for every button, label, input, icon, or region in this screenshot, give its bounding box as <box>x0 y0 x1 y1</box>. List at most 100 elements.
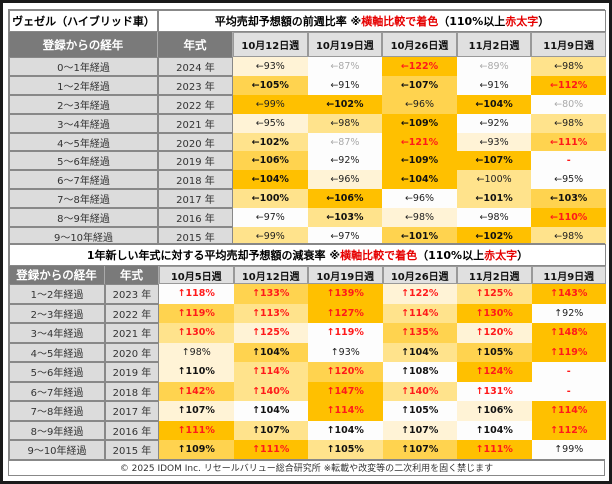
column-header-week: 10月26日週 <box>382 32 457 57</box>
decay-rate-table: 1年新しい年式に対する平均売却予想額の減衰率 ※ 横軸比較で着色 （110%以上 赤… <box>8 243 606 461</box>
row-label-year: 2023 年 <box>105 284 159 304</box>
ratio-cell: ←103% <box>531 189 606 209</box>
ratio-cell: ←98% <box>531 113 606 133</box>
row-label-year: 2022 年 <box>158 94 233 114</box>
ratio-cell: ↑127% <box>308 303 383 323</box>
ratio-cell: ↑105% <box>382 401 457 421</box>
row-label-year: 2020 年 <box>158 132 233 152</box>
title-text: 平均売却予想額の前週比率 ※ <box>214 15 362 28</box>
ratio-cell: ←104% <box>233 170 308 190</box>
ratio-cell: ↑133% <box>233 284 308 304</box>
row-label-year: 2018 年 <box>158 170 233 190</box>
ratio-cell: ←95% <box>233 113 308 133</box>
ratio-cell: ←98% <box>382 208 457 228</box>
row-label-year: 2022 年 <box>105 303 159 323</box>
ratio-cell: ↑143% <box>531 284 606 304</box>
title-highlight: 横軸比較で着色 <box>361 15 439 28</box>
ratio-cell: ↑92% <box>531 303 606 323</box>
ratio-cell: ←122% <box>382 57 457 76</box>
ratio-cell: ↑147% <box>308 381 383 401</box>
ratio-cell: - <box>531 381 606 401</box>
ratio-cell: ←95% <box>531 170 606 190</box>
column-header-week: 10月12日週 <box>233 266 308 284</box>
row-label-age: 2～3年経過 <box>9 94 158 114</box>
ratio-cell: ←104% <box>382 170 457 190</box>
ratio-cell: ↑104% <box>457 420 532 440</box>
title-highlight: 横軸比較で着色 <box>340 249 418 262</box>
ratio-cell: ←101% <box>382 227 457 246</box>
ratio-cell: ↑108% <box>382 362 457 382</box>
ratio-cell: ←96% <box>307 170 383 190</box>
row-label-year: 2021 年 <box>158 113 233 133</box>
ratio-cell: ↑114% <box>233 362 308 382</box>
column-header-week: 10月5日週 <box>159 266 234 284</box>
ratio-cell: ←80% <box>531 94 606 114</box>
row-label-age: 0～1年経過 <box>9 57 158 76</box>
ratio-cell: ↑107% <box>382 420 457 440</box>
ratio-cell: ←121% <box>382 132 457 152</box>
ratio-cell: ↑119% <box>531 342 606 362</box>
ratio-cell: ↑110% <box>159 362 234 382</box>
column-header-week: 10月19日週 <box>307 32 383 57</box>
row-label-year: 2020 年 <box>105 342 159 362</box>
ratio-cell: ↑104% <box>233 401 308 421</box>
ratio-cell: ↑105% <box>457 342 532 362</box>
model-name: ヴェゼル（ハイブリッド車） <box>9 10 158 32</box>
copyright-footer: © 2025 IDOM Inc. リセールバリュー総合研究所 ※転載や改変等の二… <box>8 459 605 476</box>
ratio-cell: ↑105% <box>308 440 383 460</box>
ratio-cell: ↑107% <box>382 440 457 460</box>
ratio-cell: ←103% <box>307 208 383 228</box>
ratio-cell: ↑140% <box>382 381 457 401</box>
table-title: 1年新しい年式に対する平均売却予想額の減衰率 ※ 横軸比較で着色 （110%以上 赤… <box>9 244 606 266</box>
ratio-cell: ←104% <box>456 94 532 114</box>
row-label-year: 2017 年 <box>105 401 159 421</box>
ratio-cell: ←101% <box>456 189 532 209</box>
row-label-age: 6～7年経過 <box>9 381 105 401</box>
ratio-cell: ↑98% <box>159 342 234 362</box>
ratio-cell: ←96% <box>382 94 457 114</box>
row-label-age: 5～6年経過 <box>9 151 158 171</box>
ratio-cell: ←102% <box>233 132 308 152</box>
ratio-cell: ←100% <box>233 189 308 209</box>
column-header-week: 10月12日週 <box>233 32 308 57</box>
ratio-cell: ←91% <box>307 75 383 95</box>
row-label-age: 1～2年経過 <box>9 75 158 95</box>
ratio-cell: ↑118% <box>159 284 234 304</box>
row-label-year: 2023 年 <box>158 75 233 95</box>
title-highlight: 赤太字 <box>505 15 539 28</box>
ratio-cell: ←92% <box>456 113 532 133</box>
ratio-cell: ←111% <box>531 132 606 152</box>
row-label-age: 4～5年経過 <box>9 342 105 362</box>
ratio-cell: - <box>531 151 606 171</box>
ratio-cell: ↑119% <box>159 303 234 323</box>
column-header-week: 10月26日週 <box>382 266 457 284</box>
row-label-year: 2019 年 <box>105 362 159 382</box>
ratio-cell: ↑114% <box>531 401 606 421</box>
row-label-age: 6～7年経過 <box>9 170 158 190</box>
ratio-cell: ↑125% <box>457 284 532 304</box>
ratio-cell: ↑124% <box>457 362 532 382</box>
ratio-cell: ↑139% <box>308 284 383 304</box>
row-label-age: 8～9年経過 <box>9 208 158 228</box>
title-text: ） <box>517 249 529 262</box>
row-label-year: 2024 年 <box>158 57 233 76</box>
ratio-cell: ↑112% <box>531 420 606 440</box>
ratio-cell: ↑99% <box>531 440 606 460</box>
ratio-cell: ←102% <box>456 227 532 246</box>
ratio-cell: ←98% <box>456 208 532 228</box>
ratio-cell: ←87% <box>307 132 383 152</box>
column-header-week: 11月2日週 <box>457 266 532 284</box>
ratio-cell: ↑120% <box>457 323 532 343</box>
ratio-cell: ↑120% <box>308 362 383 382</box>
column-header-age: 登録からの経年 <box>9 32 158 57</box>
ratio-cell: ←99% <box>233 94 308 114</box>
ratio-cell: ←89% <box>456 57 532 76</box>
title-text: 1年新しい年式に対する平均売却予想額の減衰率 ※ <box>86 249 341 262</box>
ratio-cell: ←107% <box>456 151 532 171</box>
ratio-cell: ↑104% <box>308 420 383 440</box>
ratio-cell: ←109% <box>382 151 457 171</box>
ratio-cell: ↑111% <box>457 440 532 460</box>
ratio-cell: ←92% <box>307 151 383 171</box>
resale-report-panel: ヴェゼル（ハイブリッド車） 平均売却予想額の前週比率 ※ 横軸比較で着色 （110%… <box>3 3 609 481</box>
ratio-cell: ←110% <box>531 208 606 228</box>
